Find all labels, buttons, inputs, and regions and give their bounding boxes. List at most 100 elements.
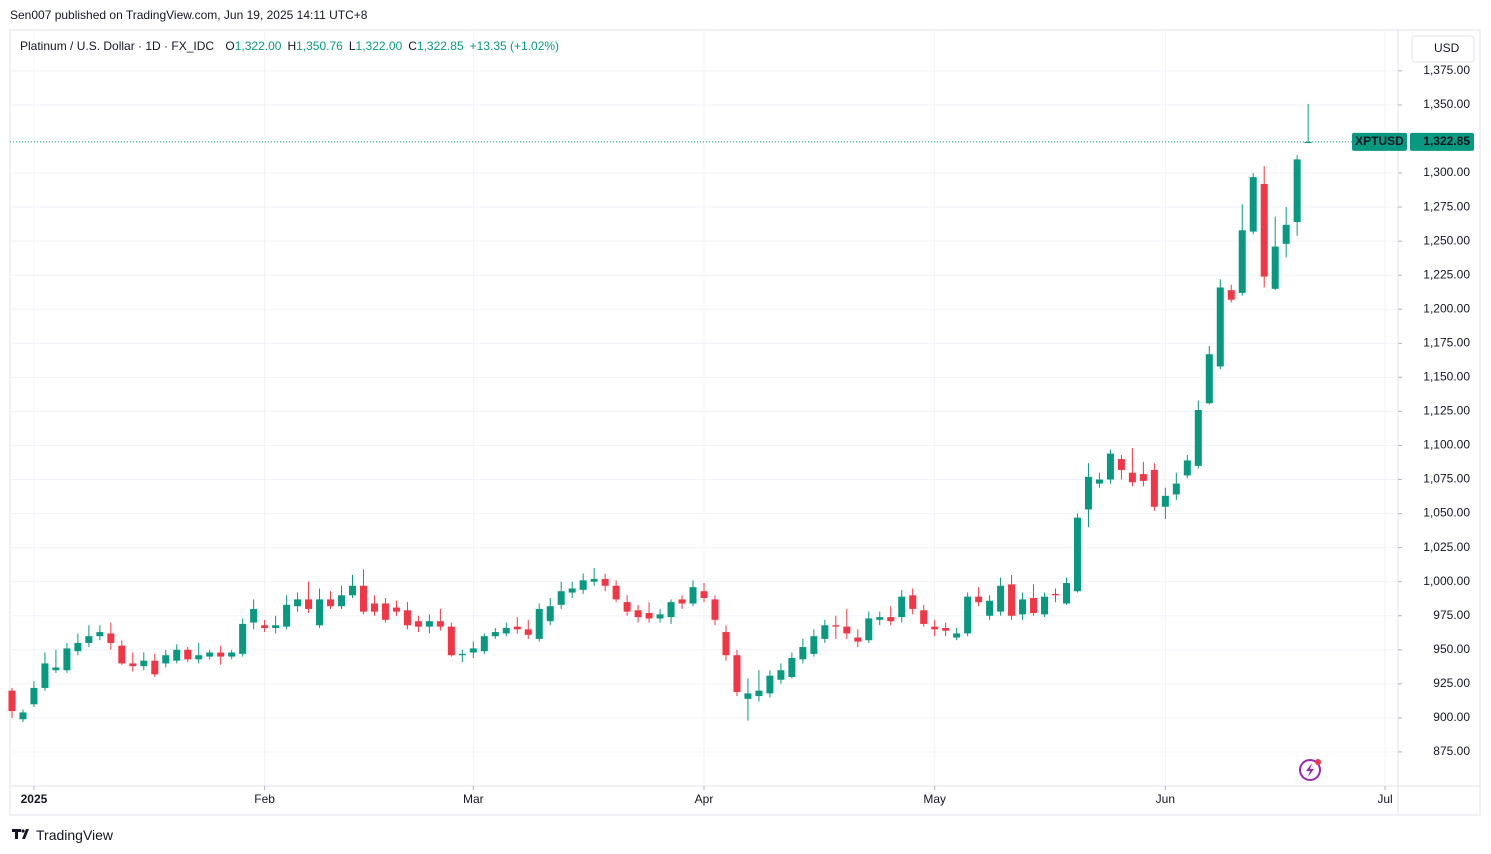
candle-body [689, 587, 697, 604]
currency-box[interactable] [1411, 35, 1475, 63]
candle-body [63, 648, 71, 671]
candle-body [348, 585, 356, 596]
ohlc-key: O [225, 39, 235, 53]
candle-body [151, 660, 159, 675]
candle-body [799, 647, 807, 660]
candle-body [997, 585, 1005, 612]
candle-body [85, 636, 93, 643]
x-tick-label: May [923, 792, 946, 806]
y-tick-label: 1,225.00 [1423, 267, 1470, 281]
candle-body [766, 675, 774, 694]
candle-body [480, 636, 488, 652]
candle-body [414, 621, 422, 627]
candle-body [491, 632, 499, 637]
candle-body [1238, 230, 1246, 293]
ohlc-value: 1,350.76 [296, 39, 343, 53]
candle-body [634, 610, 642, 618]
candle-body [931, 626, 939, 630]
last-price-label: 1,322.85 [1423, 134, 1470, 148]
candle-body [283, 604, 291, 627]
last-price-badge [1410, 132, 1474, 151]
candle-body [524, 629, 532, 635]
y-tick-label: 925.00 [1433, 676, 1470, 690]
candle-body [327, 599, 335, 607]
candle-body [1205, 354, 1213, 404]
y-tick-label: 1,300.00 [1423, 165, 1470, 179]
y-tick-label: 950.00 [1433, 642, 1470, 656]
candle-body [1183, 460, 1191, 476]
candle-body [645, 613, 653, 619]
candle-body [1008, 584, 1016, 616]
snapshot-icon[interactable] [1299, 759, 1321, 781]
ohlc-value: 1,322.85 [416, 39, 464, 53]
candle-body [19, 712, 27, 720]
y-tick-label: 1,000.00 [1423, 574, 1470, 588]
candle-body [261, 625, 269, 628]
candle-body [909, 595, 917, 609]
candle-body [162, 655, 170, 664]
tradingview-logo [12, 829, 29, 839]
candle-body [1019, 599, 1027, 615]
candle-body [920, 610, 928, 624]
candle-body [623, 602, 631, 612]
ohlc-key: C [408, 39, 417, 53]
candle-body [294, 599, 302, 607]
candle-body [1216, 287, 1224, 367]
candle-body [239, 623, 247, 654]
candle-body [1304, 141, 1312, 144]
candle-body [678, 599, 686, 604]
candle-body [392, 607, 400, 612]
candle-body [1117, 459, 1125, 470]
y-tick-label: 1,075.00 [1423, 472, 1470, 486]
candle-body [777, 670, 785, 680]
symbol-badge [1352, 132, 1407, 151]
candle-body [425, 621, 433, 627]
candle-body [854, 637, 862, 642]
candle-body [74, 642, 82, 652]
candle-body [535, 608, 543, 639]
currency: USD [1434, 41, 1460, 55]
ohlc-value: 1,322.00 [234, 39, 282, 53]
ohlc-value: 1,322.00 [355, 39, 403, 53]
candle-body [744, 693, 752, 699]
y-tick-label: 1,275.00 [1423, 199, 1470, 213]
candle-body [30, 687, 38, 705]
candle-body [359, 585, 367, 612]
chart-frame [9, 29, 1481, 816]
candle-body [667, 602, 675, 618]
candle-body [316, 599, 324, 626]
candle-body [755, 690, 763, 697]
x-tick-label: Apr [695, 792, 714, 806]
y-tick-label: 1,350.00 [1423, 97, 1470, 111]
candle-body [865, 618, 873, 641]
candle-body [217, 652, 225, 657]
candle-body [887, 617, 895, 622]
publisher: Sen007 published on TradingView.com, Jun… [10, 8, 368, 22]
candle-body [986, 600, 994, 616]
candle-body [206, 652, 214, 657]
candle-body [381, 603, 389, 620]
candle-body [711, 599, 719, 620]
candle-body [96, 632, 104, 637]
candle-body [338, 595, 346, 607]
y-tick-label: 1,175.00 [1423, 335, 1470, 349]
candle-body [1084, 476, 1092, 510]
candle-body [305, 599, 313, 609]
y-tick-label: 1,250.00 [1423, 233, 1470, 247]
candle-body [250, 608, 258, 623]
candle-body [1030, 598, 1038, 614]
x-tick-label: Mar [463, 792, 484, 806]
candle-body [942, 627, 950, 631]
candle-body [810, 636, 818, 654]
candle-body [1260, 183, 1268, 277]
y-tick-label: 875.00 [1433, 744, 1470, 758]
y-tick-label: 1,100.00 [1423, 438, 1470, 452]
candle-body [788, 657, 796, 678]
symbol-label: XPTUSD [1355, 134, 1404, 148]
x-tick-label: 2025 [21, 792, 48, 806]
candle-body [1161, 495, 1169, 507]
candle-body [195, 655, 203, 660]
y-tick-label: 900.00 [1433, 710, 1470, 724]
